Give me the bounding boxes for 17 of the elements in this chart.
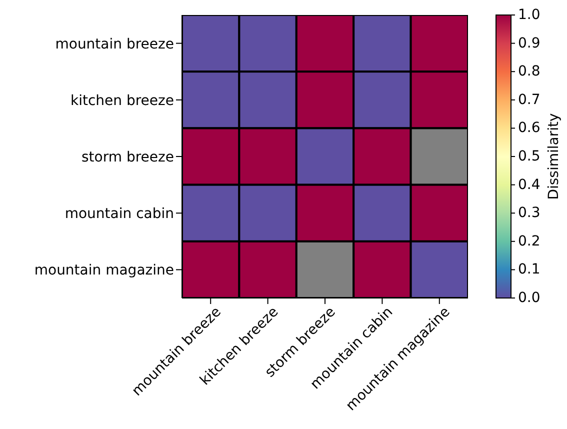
- color-bar-label: 0.7: [518, 92, 540, 108]
- y-tick-label: kitchen breeze: [70, 92, 174, 109]
- color-bar-label: 0.6: [518, 120, 540, 136]
- y-tick-label: mountain breeze: [55, 36, 174, 52]
- y-tick-label: mountain cabin: [64, 206, 174, 222]
- color-bar-label: 0.3: [518, 205, 540, 222]
- color-bar-title: Dissimilarity: [546, 113, 562, 200]
- color-bar-label: 0.8: [518, 64, 540, 80]
- color-bar-label: 0.5: [518, 148, 540, 164]
- color-bar-label: 0.9: [518, 35, 540, 52]
- color-bar-label: 0.0: [518, 290, 540, 306]
- color-bar-label: 0.4: [518, 176, 540, 193]
- y-tick-label: mountain magazine: [34, 262, 174, 279]
- color-bar-label: 0.1: [518, 262, 540, 278]
- color-bar-label: 0.2: [518, 233, 540, 250]
- y-tick-label: storm breeze: [82, 149, 174, 166]
- color-bar-label: 1.0: [518, 7, 540, 23]
